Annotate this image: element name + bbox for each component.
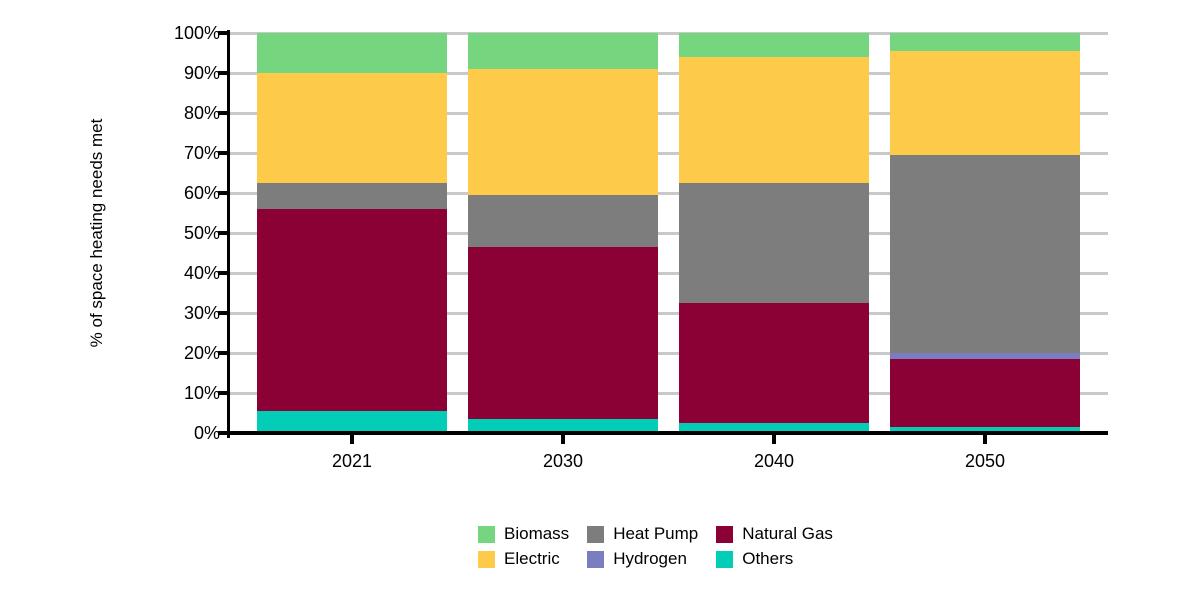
y-tick-label: 50% [183, 223, 220, 243]
bar-segment-biomass-2050 [890, 33, 1080, 51]
legend-item-natural-gas: Natural Gas [716, 524, 833, 544]
bar-segment-hydrogen-2050 [890, 353, 1080, 359]
bar-segment-others-2040 [679, 423, 869, 433]
y-axis-tick [218, 71, 227, 75]
y-tick-label: 100% [173, 23, 220, 43]
gridline [230, 112, 1108, 115]
y-axis-title: % of space heating needs met [87, 118, 106, 348]
legend-label: Natural Gas [742, 524, 833, 543]
bar-segment-heat-pump-2040 [679, 183, 869, 303]
y-tick-label: 70% [183, 143, 220, 163]
legend-label: Electric [504, 549, 560, 568]
y-axis-tick [218, 391, 227, 395]
bar-segment-heat-pump-2021 [257, 183, 447, 209]
x-tick-label-2021: 2021 [331, 451, 373, 471]
x-tick-label-2030: 2030 [542, 451, 584, 471]
y-axis-tick [218, 111, 227, 115]
bar-segment-natural-gas-2040 [679, 303, 869, 423]
x-axis-tick [983, 435, 987, 444]
bar-segment-biomass-2030 [468, 33, 658, 69]
y-tick-label: 20% [183, 343, 220, 363]
legend-swatch-icon [716, 550, 734, 568]
y-axis-tick [218, 311, 227, 315]
legend-label: Heat Pump [613, 524, 699, 543]
bar-segment-others-2050 [890, 427, 1080, 433]
y-tick-label: 30% [183, 303, 220, 323]
gridline [230, 392, 1108, 395]
legend-item-others: Others [716, 549, 833, 569]
x-tick-label-2040: 2040 [753, 451, 795, 471]
gridline [230, 272, 1108, 275]
y-tick-label: 0% [193, 423, 220, 443]
bar-segment-heat-pump-2030 [468, 195, 658, 247]
legend-item-hydrogen: Hydrogen [587, 549, 698, 569]
bar-segment-electric-2050 [890, 51, 1080, 155]
bar-segment-biomass-2021 [257, 33, 447, 73]
bar-segment-others-2030 [468, 419, 658, 433]
y-axis-tick [218, 151, 227, 155]
gridline [230, 32, 1108, 35]
legend-label: Biomass [504, 524, 570, 543]
bar-segment-natural-gas-2021 [257, 209, 447, 411]
legend-swatch-icon [587, 550, 605, 568]
gridline [230, 232, 1108, 235]
bar-segment-natural-gas-2030 [468, 247, 658, 419]
y-tick-label: 60% [183, 183, 220, 203]
legend-swatch-icon [716, 525, 734, 543]
x-axis-line [227, 431, 1108, 435]
legend-label: Hydrogen [613, 549, 687, 568]
legend-item-electric: Electric [478, 549, 569, 569]
x-tick-label-2050: 2050 [964, 451, 1006, 471]
legend: Biomass Heat Pump Natural Gas Electric Hydro… [478, 524, 833, 569]
legend-item-heat-pump: Heat Pump [587, 524, 698, 544]
bar-segment-natural-gas-2050 [890, 359, 1080, 427]
legend-label: Others [742, 549, 794, 568]
legend-swatch-icon [478, 550, 495, 568]
gridline [230, 312, 1108, 315]
bar-segment-others-2021 [257, 411, 447, 433]
legend-swatch-icon [478, 525, 495, 543]
y-axis-tick [218, 271, 227, 275]
y-axis-tick [218, 351, 227, 355]
y-tick-label: 10% [183, 383, 220, 403]
bar-segment-heat-pump-2050 [890, 155, 1080, 353]
y-axis-line [227, 30, 230, 438]
x-axis-tick [350, 435, 354, 444]
bar-segment-electric-2040 [679, 57, 869, 183]
y-tick-label: 40% [183, 263, 220, 283]
y-tick-label: 80% [183, 103, 220, 123]
bar-segment-electric-2021 [257, 73, 447, 183]
gridline [230, 192, 1108, 195]
bar-segment-electric-2030 [468, 69, 658, 195]
y-axis-tick [218, 431, 227, 435]
y-tick-label: 90% [183, 63, 220, 83]
bar-segment-biomass-2040 [679, 33, 869, 57]
y-axis-tick [218, 31, 227, 35]
gridline [230, 352, 1108, 355]
legend-swatch-icon [587, 525, 605, 543]
gridline [230, 152, 1108, 155]
y-axis-tick [218, 231, 227, 235]
y-axis-tick [218, 191, 227, 195]
legend-item-biomass: Biomass [478, 524, 569, 544]
x-axis-tick [772, 435, 776, 444]
gridline [230, 72, 1108, 75]
x-axis-tick [561, 435, 565, 444]
